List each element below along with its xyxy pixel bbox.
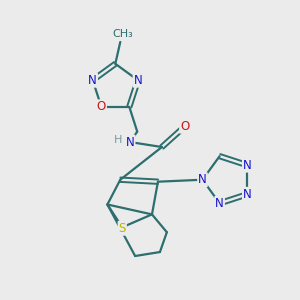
- Text: N: N: [243, 188, 252, 201]
- Text: CH₃: CH₃: [113, 29, 134, 39]
- Text: N: N: [198, 173, 207, 186]
- Text: S: S: [118, 222, 126, 235]
- Text: H: H: [114, 135, 122, 145]
- Text: N: N: [126, 136, 135, 148]
- Text: N: N: [134, 74, 142, 87]
- Text: O: O: [180, 120, 189, 133]
- Text: N: N: [88, 74, 97, 87]
- Text: O: O: [97, 100, 106, 113]
- Text: N: N: [215, 197, 224, 210]
- Text: N: N: [243, 159, 252, 172]
